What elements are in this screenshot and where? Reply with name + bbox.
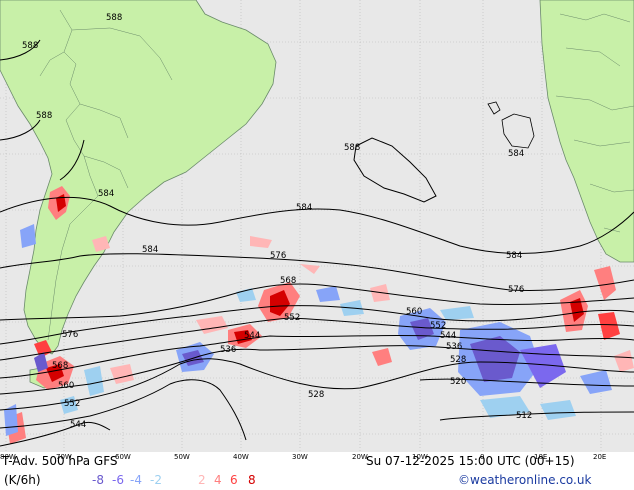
iso-label: 560 [58, 381, 74, 391]
longitude-axis: 80W 70W 60W 50W 40W 30W 20W 10W 0 10E 20… [0, 453, 606, 461]
iso-label: 568 [52, 361, 68, 371]
iso-label: 588 [22, 41, 38, 51]
island-outline-east [501, 113, 535, 149]
units-label: (K/6h) [4, 473, 41, 487]
lon-label: 10E [534, 453, 547, 461]
iso-label: 560 [406, 307, 422, 317]
iso-label: 512 [516, 411, 532, 421]
lon-label: 50W [174, 453, 190, 461]
legend-value: -8 [92, 473, 104, 487]
iso-label: 584 [98, 189, 114, 199]
lon-label: 10W [412, 453, 428, 461]
iso-label: 584 [508, 149, 524, 159]
country-borders [39, 9, 173, 341]
lon-label: 20E [593, 453, 606, 461]
legend-value: 2 [198, 473, 206, 487]
color-legend: -8 -6 -4 -2 2 4 6 8 [92, 473, 256, 487]
iso-label: 520 [450, 377, 466, 387]
legend-value: 8 [248, 473, 256, 487]
legend-value: -4 [130, 473, 142, 487]
island-outline-north [487, 101, 501, 115]
iso-label: 544 [70, 420, 86, 430]
lon-label: 0 [480, 453, 484, 461]
iso-label: 536 [220, 345, 236, 355]
iso-label: 584 [506, 251, 522, 261]
iso-label: 528 [450, 355, 466, 365]
lon-label: 40W [233, 453, 249, 461]
map-title: T-Adv. 500 hPa GFS [1, 454, 118, 468]
lon-label: 20W [352, 453, 368, 461]
contours [0, 39, 634, 447]
iso-label: 584 [142, 245, 158, 255]
iso-label: 568 [280, 276, 296, 286]
iso-label: 588 [106, 13, 122, 23]
iso-label: 588 [344, 143, 360, 153]
iso-label: 528 [308, 390, 324, 400]
lon-label: 70W [56, 453, 72, 461]
isoline-labels: 588 588 588 588 584 584 584 584 584 576 … [22, 13, 532, 430]
lon-label: 80W [0, 453, 16, 461]
legend-value: -2 [150, 473, 162, 487]
valid-time: Su 07-12-2025 15:00 UTC (00+15) [366, 454, 575, 468]
legend-value: 6 [230, 473, 238, 487]
credit: ©weatheronline.co.uk [458, 473, 591, 487]
iso-label: 536 [446, 342, 462, 352]
iso-label: 552 [430, 321, 446, 331]
lon-label: 60W [115, 453, 131, 461]
iso-label: 588 [36, 111, 52, 121]
iso-label: 544 [440, 331, 456, 341]
iso-label: 576 [62, 330, 78, 340]
africa-borders [555, 13, 634, 233]
south-america-land [0, 0, 277, 355]
iso-label: 576 [270, 251, 286, 261]
legend-value: 4 [214, 473, 222, 487]
africa-land [539, 0, 634, 263]
legend-value: -6 [112, 473, 124, 487]
lon-label: 30W [292, 453, 308, 461]
iso-label: 552 [284, 313, 300, 323]
iso-label: 584 [296, 203, 312, 213]
iso-label: 576 [508, 285, 524, 295]
iso-label: 552 [64, 399, 80, 409]
iso-label: 544 [244, 331, 260, 341]
